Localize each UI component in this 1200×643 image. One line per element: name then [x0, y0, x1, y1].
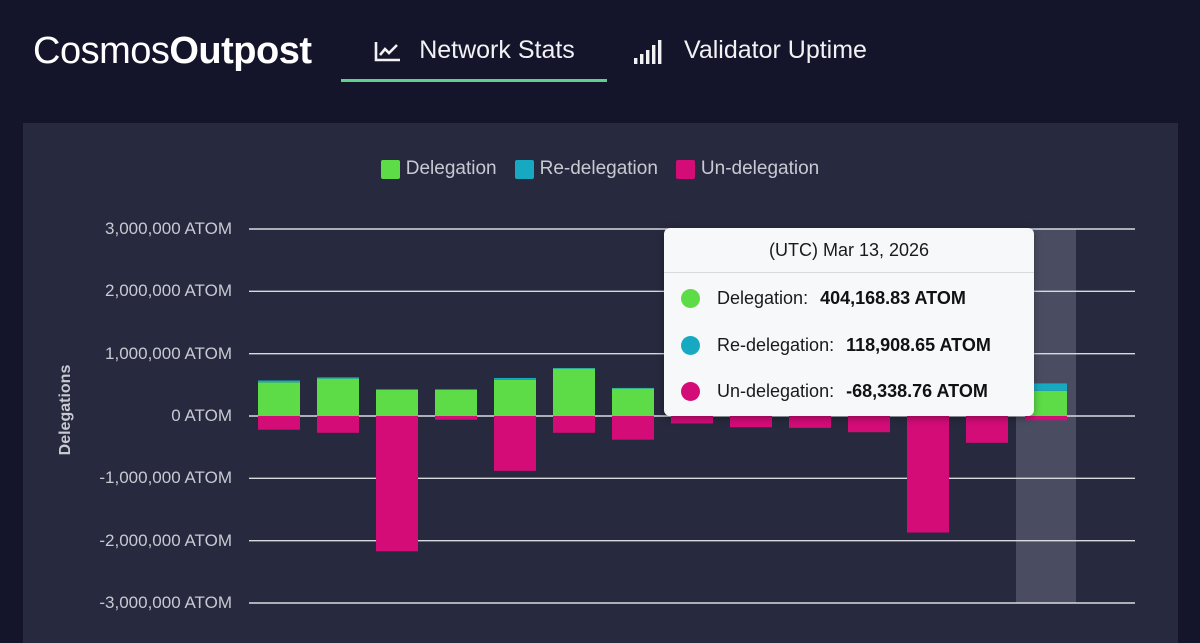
tab-validator-uptime[interactable]: Validator Uptime: [632, 36, 867, 82]
chart-tooltip: (UTC) Mar 13, 2026 Delegation: 404,168.8…: [664, 228, 1034, 416]
tooltip-label-undelegation: Un-delegation:: [717, 381, 835, 401]
bar-undelegation: [848, 416, 890, 433]
bar-undelegation: [258, 416, 300, 430]
tooltip-value-redelegation: 118,908.65 ATOM: [846, 335, 991, 355]
bar-redelegation: [553, 368, 595, 369]
legend-label-delegation: Delegation: [405, 158, 497, 179]
tooltip-label-redelegation: Re-delegation:: [717, 335, 835, 355]
tab-network-stats-label: Network Stats: [419, 36, 575, 64]
y-tick-label: 1,000,000 ATOM: [105, 343, 232, 363]
tooltip-dot-delegation: [681, 289, 700, 308]
bar-undelegation: [966, 416, 1008, 443]
y-tick-label: -2,000,000 ATOM: [99, 530, 232, 550]
tooltip-row-undelegation: Un-delegation: -68,338.76 ATOM: [681, 381, 988, 402]
bar-delegation: [258, 382, 300, 416]
tooltip-row-redelegation: Re-delegation: 118,908.65 ATOM: [681, 335, 991, 356]
legend-swatch-delegation: [380, 159, 400, 179]
bar-delegation: [612, 388, 654, 416]
bar-delegation: [494, 379, 536, 416]
tooltip-value-delegation: 404,168.83 ATOM: [820, 288, 966, 308]
bar-redelegation: [1025, 383, 1067, 391]
bar-undelegation: [494, 416, 536, 471]
bar-undelegation: [1025, 416, 1067, 421]
bar-redelegation: [376, 389, 418, 390]
tooltip-date: (UTC) Mar 13, 2026: [664, 228, 1034, 273]
signal-bars-icon: [634, 40, 662, 64]
y-tick-label: -3,000,000 ATOM: [99, 593, 232, 612]
bar-redelegation: [258, 380, 300, 383]
y-tick-label: 0 ATOM: [171, 406, 232, 425]
tooltip-value-undelegation: -68,338.76 ATOM: [846, 381, 988, 401]
y-tick-label: 2,000,000 ATOM: [105, 281, 232, 301]
legend-item-redelegation[interactable]: Re-delegation: [514, 158, 658, 180]
bar-delegation: [553, 368, 595, 416]
legend-swatch-undelegation: [675, 159, 695, 179]
logo-bold-text: Outpost: [169, 30, 312, 72]
y-tick-label: 3,000,000 ATOM: [105, 219, 232, 238]
bar-delegation: [376, 389, 418, 416]
tooltip-row-delegation: Delegation: 404,168.83 ATOM: [681, 288, 966, 309]
tooltip-dot-redelegation: [681, 336, 700, 355]
bar-undelegation: [317, 416, 359, 433]
line-chart-icon: [374, 42, 401, 62]
y-tick-label: -1,000,000 ATOM: [99, 468, 232, 488]
bar-undelegation: [671, 416, 713, 424]
legend-swatch-redelegation: [514, 159, 534, 179]
bar-redelegation: [612, 387, 654, 389]
bar-undelegation: [376, 416, 418, 552]
legend-item-undelegation[interactable]: Un-delegation: [675, 158, 820, 180]
bar-undelegation: [612, 416, 654, 440]
logo-light-text: Cosmos: [33, 30, 170, 72]
bar-undelegation: [789, 416, 831, 428]
bar-delegation: [317, 378, 359, 416]
bar-undelegation: [553, 416, 595, 433]
tooltip-dot-undelegation: [681, 382, 700, 401]
legend-label-redelegation: Re-delegation: [539, 158, 658, 179]
bar-redelegation: [317, 377, 359, 379]
tooltip-label-delegation: Delegation:: [717, 288, 809, 308]
legend-item-delegation[interactable]: Delegation: [380, 158, 497, 180]
chart-legend: Delegation Re-delegation Un-delegation: [0, 158, 1200, 180]
app-logo[interactable]: CosmosOutpost: [33, 30, 312, 73]
tab-network-stats[interactable]: Network Stats: [341, 36, 607, 82]
bar-redelegation: [435, 389, 477, 390]
bar-undelegation: [907, 416, 949, 533]
bar-undelegation: [435, 416, 477, 420]
bar-redelegation: [494, 377, 536, 380]
bar-delegation: [435, 389, 477, 416]
bar-undelegation: [730, 416, 772, 428]
app-header: CosmosOutpost Network Stats Validator Up…: [0, 0, 1200, 110]
tab-validator-uptime-label: Validator Uptime: [684, 36, 867, 64]
legend-label-undelegation: Un-delegation: [700, 158, 820, 179]
